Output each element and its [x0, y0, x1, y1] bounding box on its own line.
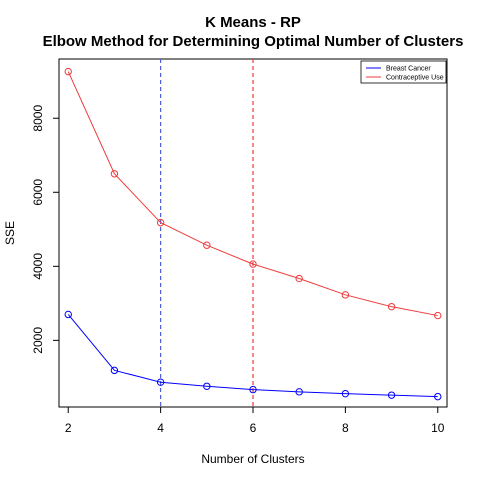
data-point [295, 388, 303, 396]
data-point [156, 378, 165, 386]
x-tick-label: 8 [342, 421, 349, 435]
chart-subtitle: Elbow Method for Determining Optimal Num… [43, 33, 464, 50]
data-point [203, 382, 211, 390]
data-point [341, 389, 350, 398]
data-point [434, 392, 442, 401]
plot-area: 2 4 6 8 10 2000 4000 6000 8000 Breast Cancer Contr… [31, 58, 448, 435]
data-point [295, 274, 303, 283]
legend-box [360, 60, 447, 84]
legend-label: Breast Cancer [386, 66, 431, 73]
data-point [110, 366, 119, 375]
data-point [64, 310, 72, 319]
data-point [203, 241, 211, 249]
y-tick-label: 2000 [31, 327, 45, 354]
y-tick-label: 4000 [31, 253, 45, 280]
y-tick-label: 8000 [31, 105, 45, 132]
legend-label: Contraceptive Use [386, 75, 444, 82]
chart-title: K Means - RP [205, 14, 301, 31]
data-point [156, 218, 165, 227]
x-tick-label: 6 [250, 421, 257, 435]
x-tick-label: 2 [65, 421, 72, 435]
data-point [387, 391, 396, 399]
x-tick-label: 4 [157, 421, 164, 435]
x-tick-label: 10 [431, 421, 445, 435]
y-axis-label: SSE [3, 221, 17, 245]
data-point [64, 67, 72, 76]
data-point [249, 260, 257, 268]
y-tick-label: 6000 [31, 179, 45, 206]
data-point [434, 311, 442, 320]
data-point [110, 170, 119, 178]
series-line [67, 71, 438, 317]
x-axis-label: Number of Clusters [201, 452, 304, 466]
data-point [249, 385, 257, 394]
data-point [341, 291, 350, 299]
data-point [387, 302, 396, 311]
series-line [67, 314, 438, 398]
